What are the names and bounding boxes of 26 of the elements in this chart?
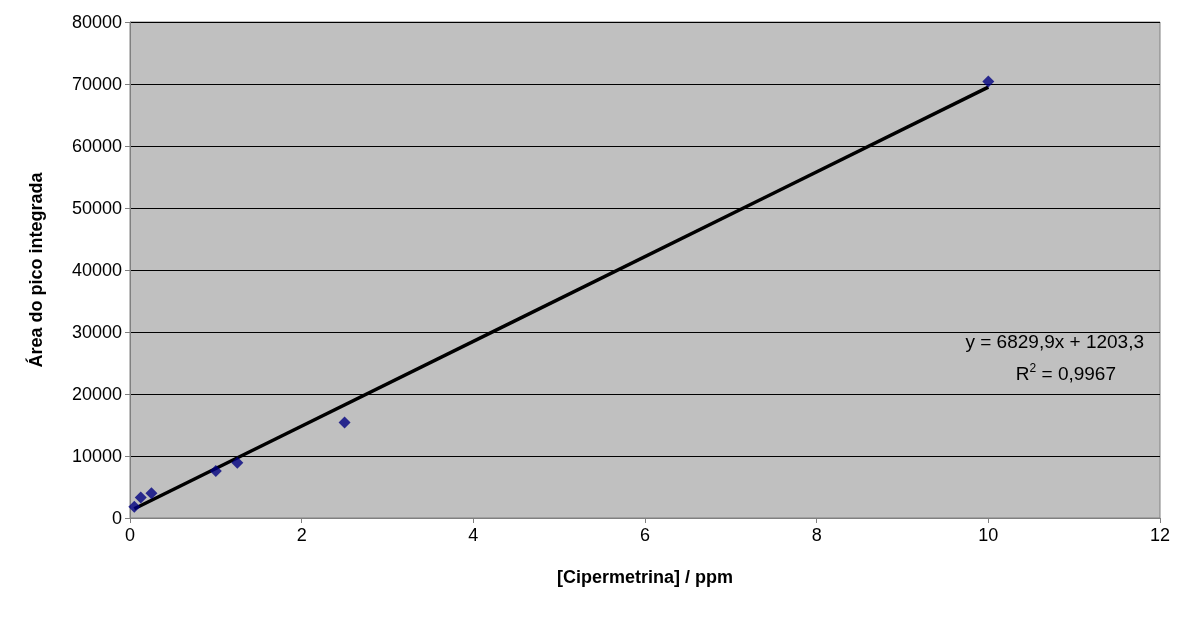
point (134, 491, 147, 504)
x-axis-title: [Cipermetrina] / ppm (556, 567, 734, 587)
y-tick-label: 70000 (71, 74, 122, 94)
x-tick-label: 12 (1149, 525, 1171, 545)
annotation: y = 6829,9x + 1203,3 (965, 331, 1145, 352)
point (231, 456, 244, 469)
x-tick-label: 6 (639, 525, 651, 545)
point (209, 464, 222, 477)
x-tick-label: 4 (468, 525, 479, 545)
x-tick-label: 0 (124, 525, 136, 545)
x-tick-label: 10 (978, 525, 999, 545)
x-tick-label: 8 (811, 525, 822, 545)
point (145, 487, 158, 500)
y-tick-label: 0 (111, 508, 122, 528)
point (982, 75, 995, 88)
y-axis-title: Área do pico integrada (25, 171, 46, 368)
y-tick-label: 60000 (71, 136, 122, 156)
y-tick-label: 50000 (71, 198, 122, 218)
y-tick-label: 20000 (71, 384, 122, 404)
point (128, 500, 141, 513)
y-tick-label: 30000 (71, 322, 122, 342)
y-tick-label: 10000 (71, 446, 122, 466)
point (338, 416, 351, 429)
y-tick-label: 80000 (71, 12, 122, 32)
x-tick-label: 2 (296, 525, 307, 545)
y-tick-label: 40000 (71, 260, 122, 280)
